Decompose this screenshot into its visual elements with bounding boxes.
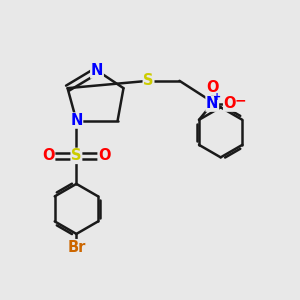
Text: N: N [206, 96, 218, 111]
Text: O: O [42, 148, 55, 164]
Text: −: − [234, 94, 246, 108]
Text: O: O [224, 96, 236, 111]
Text: N: N [91, 63, 103, 78]
Text: O: O [206, 80, 218, 95]
Text: Br: Br [67, 240, 86, 255]
Text: O: O [98, 148, 111, 164]
Text: N: N [70, 113, 82, 128]
Text: S: S [71, 148, 82, 164]
Text: S: S [143, 73, 154, 88]
Text: +: + [214, 92, 222, 102]
